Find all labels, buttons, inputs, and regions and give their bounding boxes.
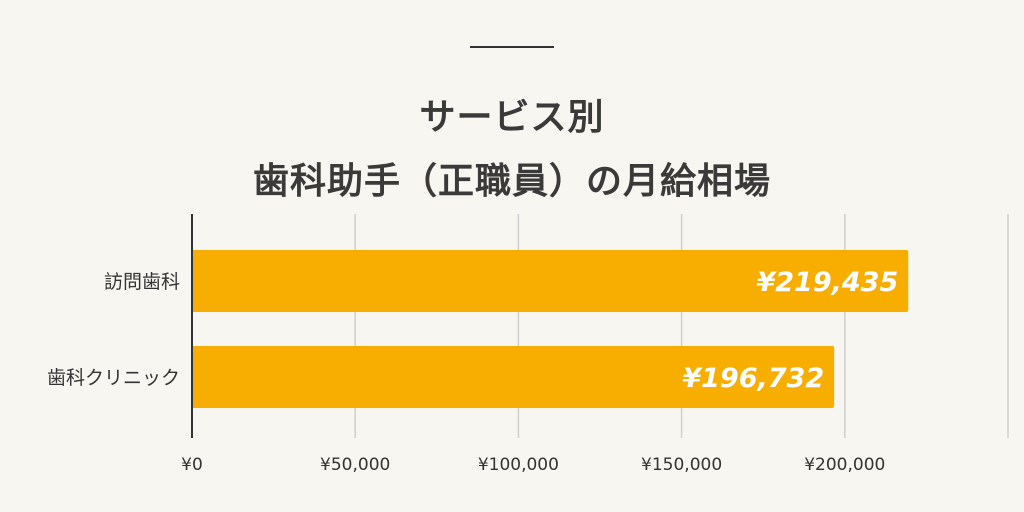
decorative-rule bbox=[470, 46, 554, 48]
category-label-0: 訪問歯科 bbox=[104, 271, 180, 293]
category-label-1: 歯科クリニック bbox=[47, 367, 180, 389]
x-tick-label-2: ¥100,000 bbox=[478, 455, 559, 475]
bar-0 bbox=[192, 250, 909, 312]
bar-1 bbox=[192, 346, 835, 408]
x-tick-label-0: ¥0 bbox=[181, 455, 203, 475]
bar-value-label-1: ¥196,732 bbox=[682, 363, 824, 394]
x-tick-label-4: ¥200,000 bbox=[804, 455, 885, 475]
bar-value-label-0: ¥219,435 bbox=[756, 267, 898, 298]
x-tick-label-3: ¥150,000 bbox=[641, 455, 722, 475]
chart-title-line2: 歯科助手（正職員）の月給相場 bbox=[252, 161, 771, 202]
chart-title-line1: サービス別 bbox=[419, 97, 605, 138]
x-tick-label-1: ¥50,000 bbox=[320, 455, 390, 475]
